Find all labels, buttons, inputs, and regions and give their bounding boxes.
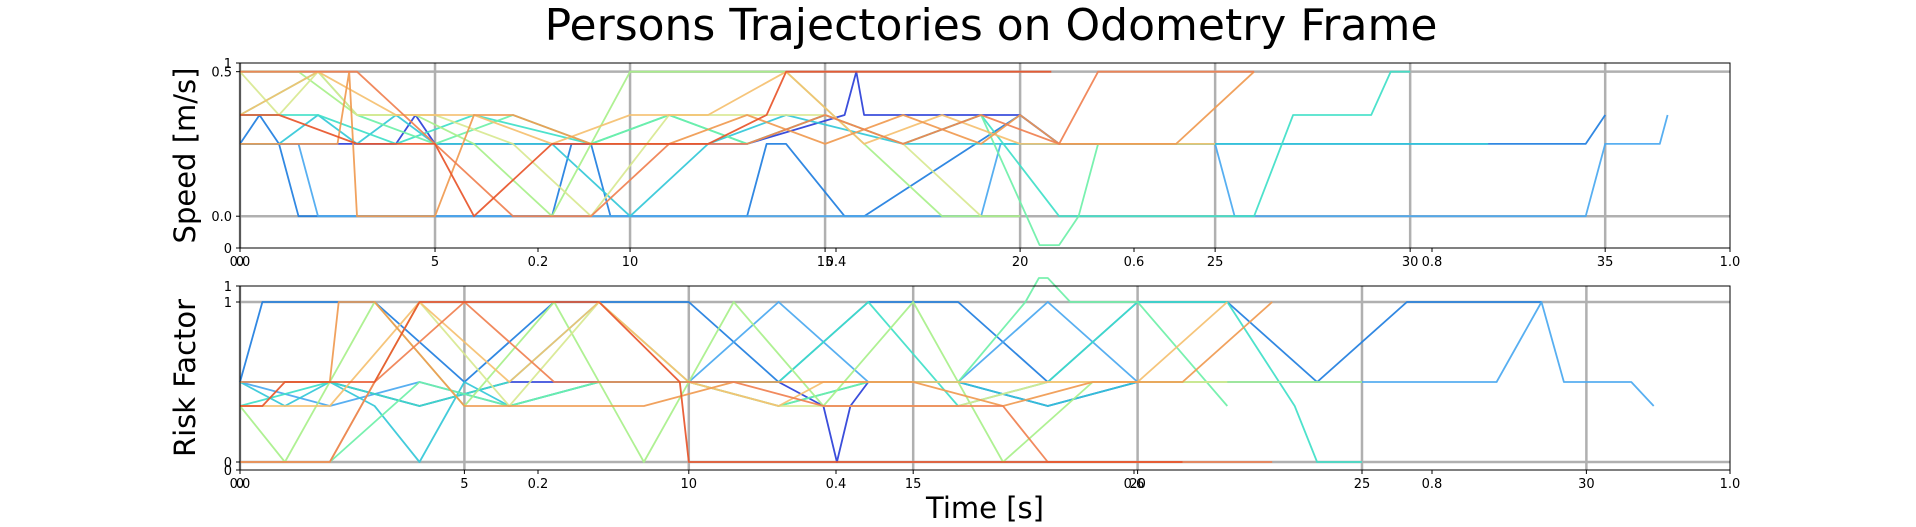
twin-y-tick-label: 0 [224,464,232,479]
series-line [239,70,1216,145]
x-tick-label: 25 [1354,477,1371,492]
twin-x-tick-label: 0.2 [528,477,549,492]
y-tick-label: 0.5 [211,66,232,81]
twin-x-tick-label: 0.4 [826,477,847,492]
twin-x-tick-label: 0.2 [528,255,549,270]
x-tick-label: 0 [236,477,244,492]
x-tick-label: 5 [431,255,439,270]
plot-frame [239,62,1731,249]
twin-y-tick-label: 0 [224,242,232,257]
x-tick-label: 15 [905,477,922,492]
series-line [240,70,1052,218]
series-line [239,301,1542,383]
x-tick-label: 5 [460,477,468,492]
speed-subplot: 0 5 10 15 20 25 30 35 0.0 0.5 0.0 0.2 0.4 0.6 0.8 1.0 0 1… [168,57,1740,270]
series-line [239,301,1362,463]
twin-x-tick-label: 1.0 [1720,477,1741,492]
twin-y-tick-label: 1 [224,280,232,295]
x-tick-label: 20 [1012,255,1029,270]
y-tick-label: 0.0 [211,210,232,225]
plot-frame [239,285,1731,471]
y-axis-label: Speed [m/s] [168,68,202,244]
twin-x-tick-label: 0.8 [1422,255,1443,270]
twin-x-tick-label: 0.0 [230,255,251,270]
x-tick-label: 10 [622,255,639,270]
x-tick-label: 0 [236,255,244,270]
twin-x-tick-label: 0.6 [1124,477,1145,492]
x-axis-label: Time [s] [925,491,1044,525]
y-tick-label: 0 [224,456,232,471]
y-axis-label: Risk Factor [168,299,202,457]
x-tick-label: 30 [1578,477,1595,492]
series-line [240,301,1183,463]
x-tick-label: 15 [817,255,834,270]
risk-subplot: 0 5 10 15 20 25 30 0 1 0.0 0.2 0.4 0.6 0.8 1.0 0 1 Risk F… [168,277,1741,525]
y-tick-label: 1 [224,296,232,311]
x-tick-label: 10 [681,477,698,492]
series-line [240,70,1255,218]
twin-x-tick-label: 0.6 [1124,255,1145,270]
twin-y-tick-label: 1 [224,57,232,72]
twin-x-tick-label: 0.0 [230,477,251,492]
figure-title: Persons Trajectories on Odometry Frame [545,0,1438,51]
twin-x-tick-label: 1.0 [1720,255,1741,270]
twin-x-tick-label: 0.4 [826,255,847,270]
x-tick-label: 20 [1129,477,1146,492]
twin-x-tick-label: 0.8 [1422,477,1443,492]
x-tick-label: 25 [1207,255,1224,270]
series-line [240,301,1273,407]
x-tick-label: 30 [1402,255,1419,270]
x-tick-label: 35 [1597,255,1614,270]
